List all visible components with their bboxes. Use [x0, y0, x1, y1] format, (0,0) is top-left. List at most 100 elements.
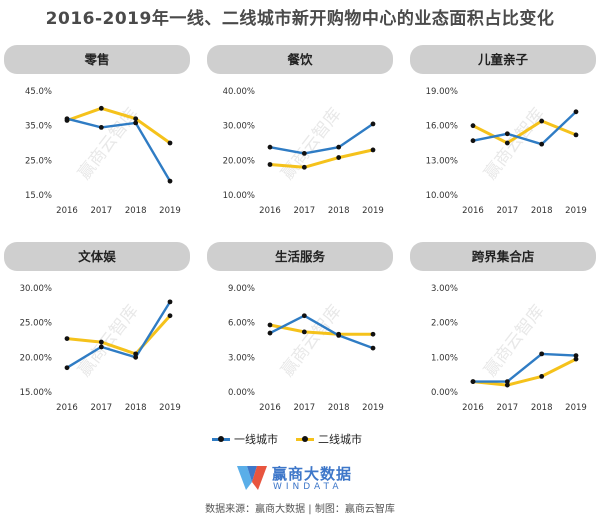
- data-point-second-tier: [504, 382, 510, 388]
- y-tick-label: 15.0%: [25, 191, 52, 201]
- x-tick-label: 2018: [328, 206, 350, 216]
- data-point-second-tier: [470, 123, 476, 129]
- y-tick-label: 0.00%: [228, 388, 255, 398]
- y-tick-label: 40.00%: [223, 87, 255, 97]
- line-chart: 19.00% 16.00% 13.00% 10.00% 2016 2017 2018 2019: [426, 87, 587, 216]
- data-point-first-tier: [370, 345, 376, 351]
- legend-label-first-tier: 一线城市: [234, 433, 278, 446]
- data-point-first-tier: [267, 330, 273, 336]
- y-tick-label: 13.00%: [426, 156, 458, 166]
- legend: 一线城市 二线城市: [0, 431, 600, 447]
- data-point-first-tier: [64, 116, 70, 122]
- data-point-second-tier: [267, 322, 273, 328]
- x-tick-label: 2016: [56, 206, 78, 216]
- legend-label-second-tier: 二线城市: [318, 433, 362, 446]
- footer-source: 数据来源：赢商大数据 | 制图：赢商云智库: [205, 504, 395, 515]
- data-point-second-tier: [98, 339, 104, 345]
- data-point-first-tier: [504, 379, 510, 384]
- y-tick-label: 10.00%: [426, 191, 458, 201]
- chart-title: 餐饮: [207, 45, 393, 74]
- x-tick-label: 2019: [565, 403, 587, 413]
- data-point-first-tier: [336, 144, 342, 150]
- main-title: 2016-2019年一线、二线城市新开购物中心的业态面积占比变化: [45, 9, 555, 29]
- series-line-second-tier: [269, 148, 374, 169]
- x-tick-label: 2017: [91, 403, 113, 413]
- data-point-second-tier: [539, 118, 545, 124]
- series-line-second-tier: [269, 323, 373, 336]
- series-line-first-tier: [473, 352, 577, 383]
- brand-logo-block: 赢商大数据 WINDATA: [236, 462, 366, 496]
- data-point-second-tier: [539, 374, 545, 379]
- x-tick-label: 2019: [159, 206, 181, 216]
- y-tick-label: 19.00%: [426, 87, 458, 97]
- x-tick-label: 2016: [462, 206, 484, 216]
- x-tick-label: 2016: [56, 403, 78, 413]
- x-tick-label: 2017: [497, 206, 519, 216]
- data-point-first-tier: [167, 299, 173, 305]
- chart-title: 零售: [4, 45, 190, 74]
- data-point-second-tier: [133, 351, 139, 357]
- chart-panel-5: 生活服务 赢商云智库 9.00% 6.00% 3.00% 0.00% 2016 2017 201…: [207, 242, 393, 422]
- brand-name-cn: 赢商大数据: [272, 465, 353, 483]
- line-chart: 30.00% 25.00% 20.00% 15.00% 2016 2017 2018 2019: [20, 284, 181, 413]
- data-point-second-tier: [167, 140, 173, 146]
- legend-swatch-second-tier: [296, 431, 314, 447]
- data-point-second-tier: [167, 313, 173, 319]
- data-point-second-tier: [370, 331, 376, 337]
- legend-swatch-first-tier: [212, 431, 230, 447]
- x-tick-label: 2018: [328, 403, 350, 413]
- chart-panel-3: 儿童亲子 赢商云智库 19.00% 16.00% 13.00% 10.00% 2016 201…: [410, 45, 596, 225]
- y-tick-label: 6.00%: [228, 319, 255, 329]
- data-point-first-tier: [98, 344, 104, 350]
- data-point-first-tier: [470, 379, 476, 384]
- chart-panel-6: 跨界集合店 赢商云智库 3.00% 2.00% 1.00% 0.00% 2016 2017 20…: [410, 242, 596, 422]
- series-line-first-tier: [472, 110, 577, 146]
- y-tick-label: 15.00%: [20, 388, 52, 398]
- legend-item-second-tier: 二线城市: [296, 431, 362, 447]
- series-line-first-tier: [66, 117, 172, 182]
- x-tick-label: 2019: [565, 206, 587, 216]
- data-point-second-tier: [370, 147, 376, 153]
- x-tick-label: 2016: [259, 206, 281, 216]
- data-point-second-tier: [64, 336, 70, 342]
- data-point-second-tier: [267, 162, 273, 167]
- data-point-second-tier: [133, 116, 139, 122]
- y-tick-label: 20.00%: [223, 156, 255, 166]
- x-tick-label: 2017: [91, 206, 113, 216]
- data-point-first-tier: [267, 144, 273, 150]
- data-point-second-tier: [573, 132, 579, 138]
- y-tick-label: 35.0%: [25, 122, 52, 132]
- x-tick-label: 2019: [362, 403, 384, 413]
- data-point-first-tier: [133, 120, 139, 126]
- series-line-first-tier: [269, 122, 374, 155]
- data-point-first-tier: [539, 351, 545, 357]
- y-tick-label: 30.00%: [223, 122, 255, 132]
- line-chart: 3.00% 2.00% 1.00% 0.00% 2016 2017 2018 2019: [431, 284, 587, 413]
- chart-panel-1: 零售 赢商云智库 45.0% 35.0% 25.0% 15.0% 2016 2017 2018 2…: [4, 45, 190, 225]
- line-chart: 9.00% 6.00% 3.00% 0.00% 2016 2017 2018 2019: [228, 284, 384, 413]
- y-tick-label: 16.00%: [426, 122, 458, 132]
- data-point-first-tier: [504, 131, 510, 137]
- data-point-first-tier: [301, 313, 307, 319]
- data-point-first-tier: [370, 121, 376, 127]
- y-tick-label: 0.00%: [431, 388, 458, 398]
- series-line-second-tier: [66, 314, 172, 356]
- chart-panel-4: 文体娱 赢商云智库 30.00% 25.00% 20.00% 15.00% 2016 2017…: [4, 242, 190, 422]
- data-point-first-tier: [573, 109, 579, 115]
- x-tick-label: 2018: [531, 403, 553, 413]
- x-tick-label: 2016: [259, 403, 281, 413]
- data-point-first-tier: [539, 141, 545, 147]
- chart-title: 跨界集合店: [410, 242, 596, 271]
- chart-title: 生活服务: [207, 242, 393, 271]
- y-tick-label: 10.00%: [223, 191, 255, 201]
- x-tick-label: 2018: [531, 206, 553, 216]
- data-point-first-tier: [133, 354, 139, 360]
- y-tick-label: 2.00%: [431, 319, 458, 329]
- line-chart: 40.00% 30.00% 20.00% 10.00% 2016 2017 2018 2019: [223, 87, 384, 216]
- line-chart: 45.0% 35.0% 25.0% 15.0% 2016 2017 2018 2019: [25, 87, 181, 216]
- y-tick-label: 25.0%: [25, 156, 52, 166]
- y-tick-label: 3.00%: [431, 284, 458, 294]
- data-point-first-tier: [167, 178, 173, 184]
- data-point-second-tier: [573, 356, 579, 362]
- data-point-first-tier: [470, 138, 476, 144]
